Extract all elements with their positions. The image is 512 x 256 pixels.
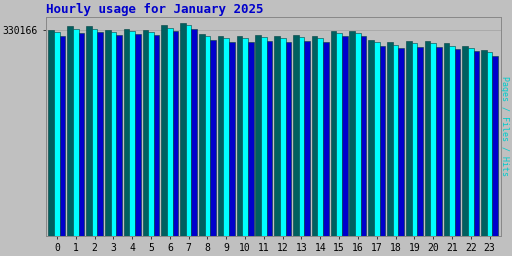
- Bar: [312, 36, 317, 236]
- Bar: [116, 35, 122, 236]
- Bar: [142, 30, 148, 236]
- Bar: [462, 46, 468, 236]
- Bar: [436, 47, 442, 236]
- Bar: [298, 37, 304, 236]
- Bar: [336, 33, 342, 236]
- Bar: [304, 41, 310, 236]
- Bar: [130, 31, 135, 236]
- Bar: [449, 46, 455, 236]
- Bar: [323, 42, 329, 236]
- Bar: [135, 34, 141, 236]
- Bar: [406, 41, 412, 236]
- Bar: [111, 32, 116, 236]
- Bar: [398, 48, 404, 236]
- Bar: [417, 47, 423, 236]
- Bar: [493, 56, 498, 236]
- Bar: [199, 34, 205, 236]
- Bar: [223, 38, 229, 236]
- Bar: [261, 37, 267, 236]
- Bar: [191, 29, 197, 236]
- Bar: [468, 48, 474, 236]
- Bar: [173, 31, 178, 236]
- Bar: [180, 23, 186, 236]
- Bar: [474, 51, 479, 236]
- Bar: [205, 36, 210, 236]
- Bar: [154, 35, 159, 236]
- Bar: [331, 31, 336, 236]
- Bar: [487, 52, 493, 236]
- Bar: [355, 33, 361, 236]
- Bar: [425, 41, 431, 236]
- Bar: [293, 35, 298, 236]
- Bar: [73, 29, 78, 236]
- Bar: [67, 27, 73, 236]
- Bar: [412, 44, 417, 236]
- Bar: [350, 31, 355, 236]
- Bar: [237, 36, 242, 236]
- Bar: [342, 36, 348, 236]
- Bar: [167, 28, 173, 236]
- Bar: [124, 29, 130, 236]
- Bar: [274, 36, 280, 236]
- Bar: [92, 29, 97, 236]
- Bar: [148, 32, 154, 236]
- Y-axis label: Pages / Files / Hits: Pages / Files / Hits: [500, 76, 509, 176]
- Bar: [443, 44, 449, 236]
- Bar: [317, 38, 323, 236]
- Bar: [387, 42, 393, 236]
- Bar: [186, 25, 191, 236]
- Bar: [49, 30, 54, 236]
- Bar: [280, 38, 286, 236]
- Bar: [374, 42, 379, 236]
- Bar: [361, 36, 367, 236]
- Bar: [368, 40, 374, 236]
- Bar: [60, 36, 66, 236]
- Bar: [286, 42, 291, 236]
- Bar: [242, 38, 248, 236]
- Bar: [393, 45, 398, 236]
- Bar: [248, 42, 253, 236]
- Bar: [379, 46, 385, 236]
- Bar: [97, 32, 103, 236]
- Bar: [210, 40, 216, 236]
- Bar: [255, 35, 261, 236]
- Bar: [229, 42, 234, 236]
- Bar: [86, 27, 92, 236]
- Bar: [267, 41, 272, 236]
- Text: Hourly usage for January 2025: Hourly usage for January 2025: [46, 3, 263, 16]
- Bar: [78, 33, 84, 236]
- Bar: [161, 25, 167, 236]
- Bar: [455, 49, 460, 236]
- Bar: [218, 36, 223, 236]
- Bar: [54, 32, 60, 236]
- Bar: [481, 50, 487, 236]
- Bar: [431, 44, 436, 236]
- Bar: [105, 30, 111, 236]
